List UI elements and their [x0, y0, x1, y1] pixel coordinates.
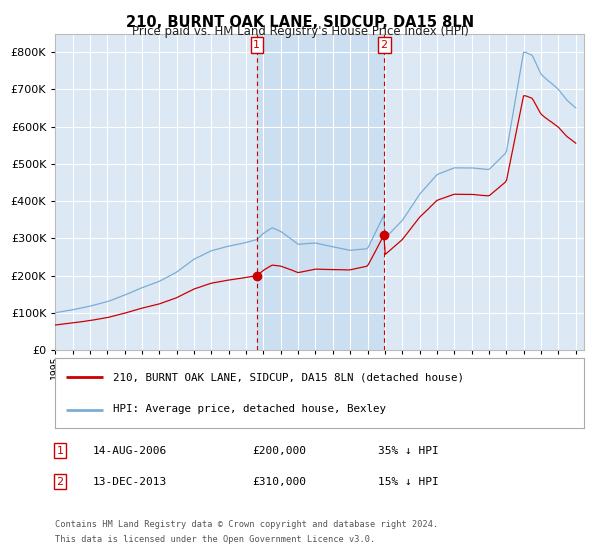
Bar [257, 34, 384, 350]
Text: 15% ↓ HPI: 15% ↓ HPI [378, 477, 439, 487]
Text: 210, BURNT OAK LANE, SIDCUP, DA15 8LN: 210, BURNT OAK LANE, SIDCUP, DA15 8LN [126, 15, 474, 30]
Text: This data is licensed under the Open Government Licence v3.0.: This data is licensed under the Open Gov… [55, 535, 376, 544]
Text: 210, BURNT OAK LANE, SIDCUP, DA15 8LN (detached house): 210, BURNT OAK LANE, SIDCUP, DA15 8LN (d… [113, 372, 464, 382]
Text: 2: 2 [56, 477, 64, 487]
Text: £200,000: £200,000 [252, 446, 306, 456]
Text: 1: 1 [56, 446, 64, 456]
Text: Price paid vs. HM Land Registry's House Price Index (HPI): Price paid vs. HM Land Registry's House … [131, 25, 469, 38]
Text: 35% ↓ HPI: 35% ↓ HPI [378, 446, 439, 456]
Text: HPI: Average price, detached house, Bexley: HPI: Average price, detached house, Bexl… [113, 404, 386, 414]
Text: 13-DEC-2013: 13-DEC-2013 [93, 477, 167, 487]
Text: 1: 1 [253, 40, 260, 50]
Text: Contains HM Land Registry data © Crown copyright and database right 2024.: Contains HM Land Registry data © Crown c… [55, 520, 439, 529]
Text: £310,000: £310,000 [252, 477, 306, 487]
Text: 2: 2 [380, 40, 388, 50]
Text: 14-AUG-2006: 14-AUG-2006 [93, 446, 167, 456]
